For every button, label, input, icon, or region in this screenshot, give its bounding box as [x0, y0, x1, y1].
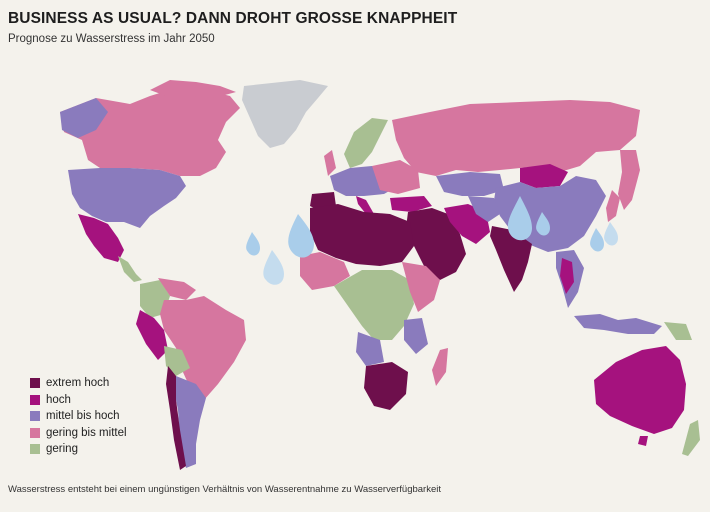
thailand-region	[560, 258, 574, 294]
turkey-region	[390, 196, 432, 212]
footnote: Wasserstress entsteht bei einem ungünsti…	[8, 484, 441, 495]
legend-item-hoch: hoch	[30, 392, 127, 409]
central-africa-region	[334, 270, 414, 340]
legend-item-mittel-bis-hoch: mittel bis hoch	[30, 408, 127, 425]
greenland-region	[242, 80, 328, 148]
legend-label: extrem hoch	[46, 377, 110, 390]
indonesia-region	[574, 314, 662, 334]
legend-swatch	[30, 444, 40, 455]
legend-label: gering	[46, 443, 78, 456]
uk-region	[324, 150, 336, 176]
japan-region	[606, 190, 620, 222]
madagascar-region	[432, 348, 448, 386]
tasmania-region	[638, 436, 648, 446]
water-drop-icon	[590, 228, 604, 252]
east-africa-region	[402, 262, 440, 312]
south-africa-region	[364, 362, 408, 410]
venezuela-region	[158, 278, 196, 300]
legend-item-gering: gering	[30, 441, 127, 458]
water-drop-icon	[536, 212, 550, 236]
legend-item-extrem-hoch: extrem hoch	[30, 375, 127, 392]
water-drop-icon	[246, 232, 260, 256]
peru-region	[136, 310, 168, 360]
north-africa-region	[310, 204, 414, 266]
afghanistan-region	[468, 196, 500, 222]
angola-region	[356, 332, 384, 366]
legend-swatch	[30, 411, 40, 422]
bolivia-region	[164, 346, 190, 376]
water-drop-icon	[507, 196, 532, 241]
brazil-region	[160, 296, 246, 400]
scandinavia-region	[344, 118, 388, 168]
chile-region	[166, 366, 186, 470]
legend-swatch	[30, 394, 40, 405]
legend-swatch	[30, 427, 40, 438]
legend-label: hoch	[46, 393, 71, 406]
kazakhstan-region	[436, 172, 504, 196]
water-drop-icon	[288, 214, 314, 258]
map-legend: extrem hoch hoch mittel bis hoch gering …	[30, 375, 127, 458]
russia-region	[392, 100, 640, 176]
arctic-islands-region	[150, 80, 236, 98]
central-america-region	[118, 256, 142, 282]
middle-east-region	[406, 208, 466, 280]
legend-swatch	[30, 378, 40, 389]
usa-region	[68, 168, 186, 228]
alaska-region	[60, 98, 108, 138]
mongolia-region	[520, 164, 568, 188]
australia-region	[594, 346, 686, 434]
page-title: BUSINESS AS USUAL? DANN DROHT GROSSE KNA…	[8, 10, 458, 27]
mexico-region	[78, 214, 124, 262]
legend-label: mittel bis hoch	[46, 410, 120, 423]
water-drop-icon	[263, 250, 284, 285]
west-africa-region	[300, 252, 350, 290]
kamchatka-region	[618, 150, 640, 210]
tanzania-region	[404, 318, 428, 354]
india-region	[490, 226, 532, 292]
page-subtitle: Prognose zu Wasserstress im Jahr 2050	[8, 33, 215, 45]
papua-region	[664, 322, 692, 340]
eastern-europe-region	[372, 160, 420, 194]
legend-item-gering-bis-mittel: gering bis mittel	[30, 425, 127, 442]
legend-label: gering bis mittel	[46, 426, 127, 439]
new-zealand-region	[682, 420, 700, 456]
italy-region	[356, 196, 374, 214]
water-drop-icon	[604, 222, 618, 246]
